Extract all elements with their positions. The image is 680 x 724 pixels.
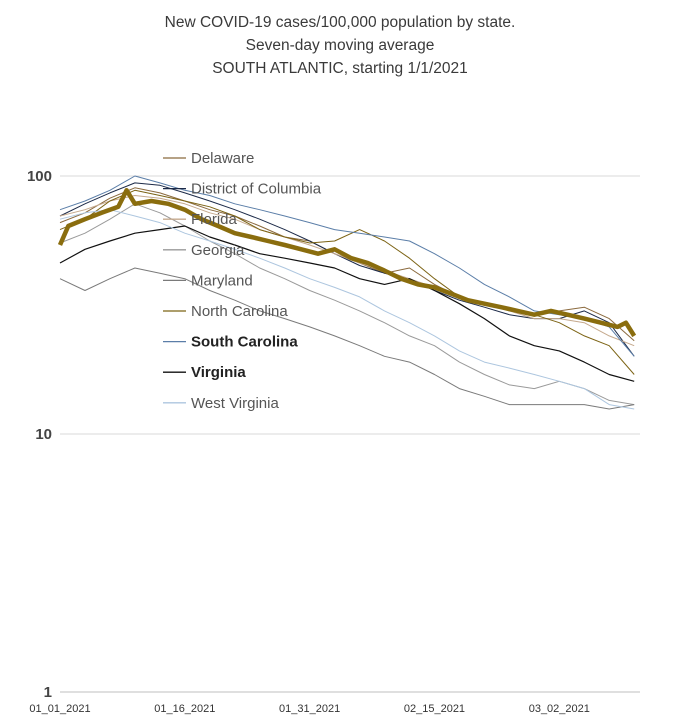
y-tick-label: 10 bbox=[35, 426, 52, 443]
x-tick-label: 01_01_2021 bbox=[29, 703, 90, 715]
legend: Delaware District of Columbia Florida Georg… bbox=[163, 150, 322, 412]
x-tick-label: 03_02_2021 bbox=[529, 703, 590, 715]
x-tick-label: 02_15_2021 bbox=[404, 703, 465, 715]
legend-label: District of Columbia bbox=[191, 181, 322, 198]
legend-label: Virginia bbox=[191, 364, 246, 381]
legend-label: Georgia bbox=[191, 242, 245, 259]
chart-title-line-2: Seven-day moving average bbox=[245, 37, 435, 54]
series-line-north-carolina bbox=[59, 189, 635, 375]
axis-layer: 100 10 1 01_01_2021 01_16_2021 01_31_2021 02_1… bbox=[27, 168, 640, 715]
legend-label: North Carolina bbox=[191, 303, 288, 320]
series-line-georgia bbox=[59, 203, 635, 406]
chart-title-line-3: SOUTH ATLANTIC, starting 1/1/2021 bbox=[212, 60, 468, 77]
chart-title-line-1: New COVID-19 cases/100,000 population by… bbox=[164, 14, 516, 31]
legend-label: Florida bbox=[191, 211, 238, 228]
legend-label: Delaware bbox=[191, 150, 254, 167]
series-line-maryland bbox=[59, 267, 635, 410]
y-tick-label: 1 bbox=[44, 684, 52, 701]
series-line-west-virginia bbox=[59, 209, 635, 410]
x-tick-label: 01_31_2021 bbox=[279, 703, 340, 715]
series-line-virginia bbox=[59, 225, 635, 382]
series-layer bbox=[57, 175, 637, 410]
series-line-highlight bbox=[57, 188, 637, 338]
series-line-delaware bbox=[59, 187, 635, 342]
legend-label: Maryland bbox=[191, 272, 253, 289]
grid-layer bbox=[60, 175, 640, 693]
legend-label: West Virginia bbox=[191, 395, 279, 412]
y-tick-label: 100 bbox=[27, 168, 52, 185]
legend-label: South Carolina bbox=[191, 334, 298, 351]
series-line-district-of-columbia bbox=[59, 182, 635, 357]
x-tick-label: 01_16_2021 bbox=[154, 703, 215, 715]
